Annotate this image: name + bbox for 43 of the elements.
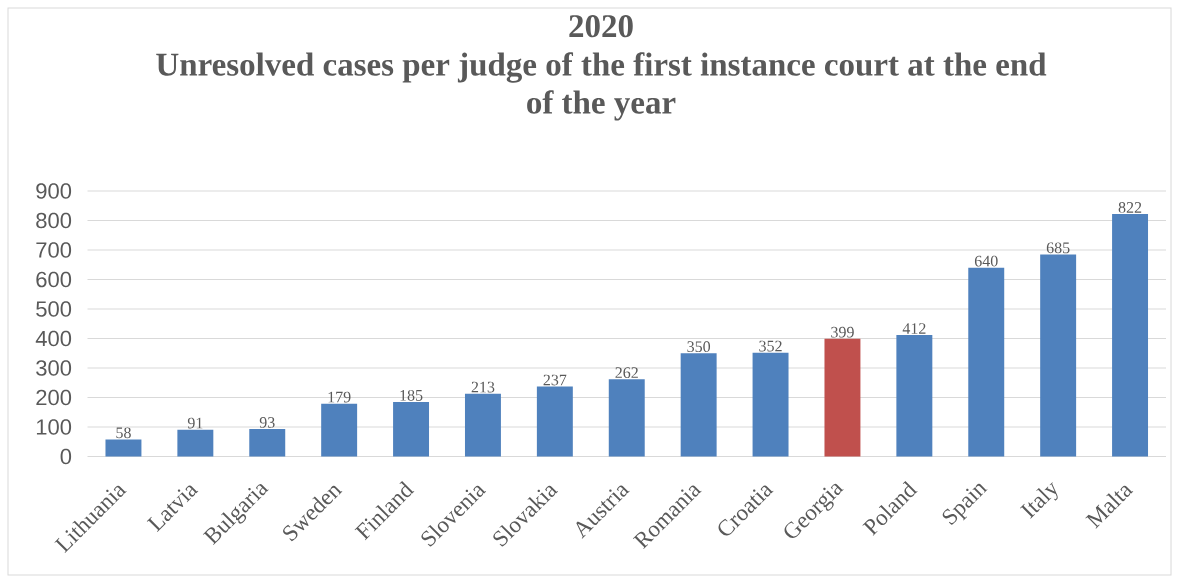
bar [1112, 214, 1149, 457]
bar [536, 386, 573, 457]
bar [321, 403, 358, 457]
data-label: 185 [400, 389, 423, 401]
chart-subtitle: Unresolved cases per judge of the first instance court at the end of the year [156, 52, 1047, 121]
data-label: 822 [1118, 202, 1142, 213]
chart-title: 2020 [569, 15, 633, 38]
data-label: 685 [1046, 242, 1070, 254]
data-label: 640 [974, 255, 998, 267]
y-tick-label: 300 [36, 360, 72, 376]
bar [393, 401, 430, 457]
data-label: 237 [543, 374, 567, 386]
bar [249, 429, 286, 457]
data-label: 93 [259, 417, 275, 428]
bar [177, 429, 214, 457]
y-tick-label: 0 [60, 448, 72, 465]
bar [824, 338, 861, 457]
y-tick-label: 700 [36, 242, 72, 258]
data-label: 213 [471, 381, 495, 393]
y-tick-label: 900 [36, 183, 72, 199]
bar [968, 267, 1005, 457]
bar [680, 353, 717, 457]
y-tick-label: 100 [36, 419, 72, 435]
y-tick-label: 400 [35, 330, 72, 347]
y-tick-label: 200 [36, 389, 72, 406]
data-label: 91 [187, 417, 203, 429]
data-label: 262 [615, 367, 638, 379]
y-tick-label: 800 [36, 212, 72, 229]
y-tick-label: 500 [36, 301, 72, 317]
bar [105, 439, 142, 457]
bar [896, 334, 933, 457]
data-label: 412 [902, 323, 926, 334]
data-label: 350 [687, 341, 711, 353]
x-tick-label: Italy [1020, 482, 1058, 519]
data-label: 352 [759, 340, 782, 352]
bar [608, 379, 645, 457]
y-tick-label: 600 [36, 271, 72, 288]
data-label: 58 [116, 427, 131, 439]
data-label: 399 [831, 326, 854, 338]
bar [752, 352, 789, 457]
bar [1040, 254, 1077, 457]
bar [464, 393, 501, 457]
data-label: 179 [328, 391, 351, 403]
